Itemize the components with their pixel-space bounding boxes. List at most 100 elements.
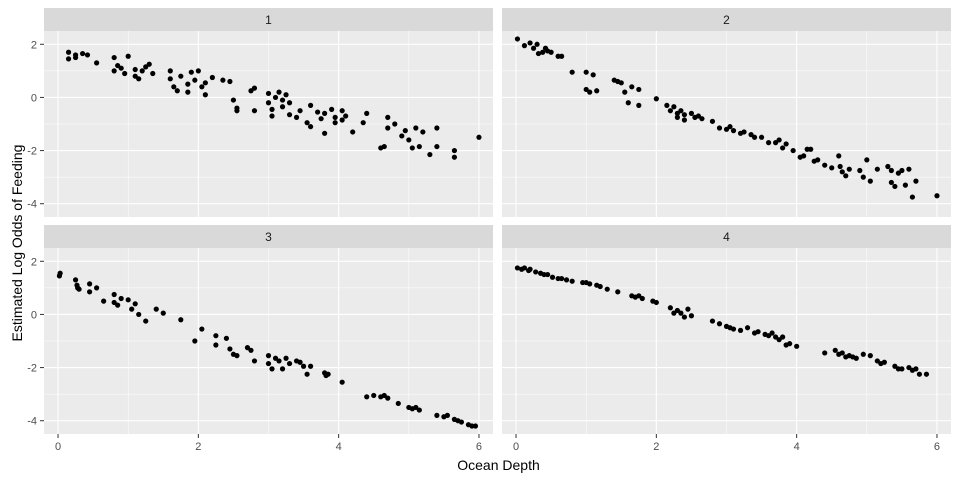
- data-point: [667, 108, 673, 114]
- data-point: [111, 291, 117, 298]
- data-point: [227, 78, 233, 85]
- x-tick-label: 2: [653, 441, 659, 453]
- data-point: [160, 310, 166, 316]
- data-point: [716, 125, 723, 131]
- facet-strip-label: 4: [723, 230, 730, 244]
- data-point: [364, 110, 370, 116]
- data-point: [514, 36, 521, 42]
- data-point: [913, 366, 919, 372]
- y-tick-label: -4: [27, 199, 37, 211]
- data-point: [101, 298, 107, 304]
- data-point: [153, 306, 159, 312]
- data-point: [381, 143, 387, 150]
- data-point: [899, 366, 905, 372]
- data-point: [476, 134, 482, 140]
- data-point: [765, 140, 772, 146]
- data-point: [195, 68, 201, 74]
- data-point: [594, 88, 600, 94]
- data-point: [867, 353, 873, 359]
- data-point: [185, 89, 191, 95]
- data-point: [178, 317, 184, 323]
- data-point: [293, 114, 300, 120]
- data-point: [79, 50, 86, 57]
- data-point: [563, 277, 570, 283]
- y-tick-label: 2: [31, 256, 37, 268]
- data-point: [934, 193, 940, 199]
- data-point: [755, 329, 761, 335]
- data-point: [395, 400, 401, 407]
- data-point: [385, 125, 391, 131]
- data-point: [787, 341, 793, 347]
- data-point: [758, 134, 765, 140]
- x-tick-label: 6: [476, 441, 482, 453]
- data-point: [916, 371, 923, 377]
- data-point: [829, 165, 835, 171]
- data-point: [913, 178, 919, 184]
- data-point: [597, 283, 603, 290]
- data-point: [339, 117, 345, 123]
- data-point: [888, 167, 894, 174]
- facet-strip: [502, 8, 951, 31]
- data-point: [265, 90, 272, 97]
- x-tick-label: 0: [55, 441, 61, 453]
- data-point: [318, 116, 324, 122]
- data-point: [681, 112, 688, 118]
- data-point: [434, 143, 440, 150]
- data-point: [427, 151, 433, 158]
- data-point: [343, 113, 349, 119]
- data-point: [678, 108, 684, 114]
- data-point: [615, 289, 621, 295]
- data-point: [118, 65, 124, 71]
- data-point: [286, 360, 293, 367]
- data-point: [857, 167, 863, 174]
- data-point: [434, 125, 440, 131]
- data-point: [171, 84, 177, 90]
- data-point: [899, 167, 905, 174]
- data-point: [339, 108, 345, 114]
- data-point: [265, 100, 272, 106]
- data-point: [371, 392, 377, 399]
- data-point: [322, 130, 328, 136]
- data-point: [350, 129, 356, 135]
- data-point: [115, 302, 121, 308]
- data-point: [653, 96, 659, 102]
- data-point: [590, 72, 596, 78]
- data-point: [527, 40, 533, 46]
- data-point: [209, 74, 215, 81]
- x-tick-label: 4: [794, 441, 800, 453]
- data-point: [730, 128, 737, 134]
- data-point: [199, 84, 205, 90]
- data-point: [434, 412, 440, 418]
- data-point: [392, 121, 398, 127]
- data-point: [409, 145, 415, 151]
- data-point: [223, 335, 230, 341]
- data-point: [534, 41, 540, 47]
- data-point: [248, 347, 254, 353]
- data-point: [167, 76, 173, 82]
- data-point: [329, 106, 335, 112]
- data-point: [300, 363, 307, 369]
- data-point: [885, 163, 891, 170]
- y-tick-label: 0: [31, 92, 37, 104]
- data-point: [94, 60, 100, 66]
- data-point: [269, 366, 275, 372]
- data-point: [322, 110, 328, 116]
- data-point: [279, 366, 286, 372]
- data-point: [549, 274, 556, 280]
- data-point: [906, 166, 912, 172]
- data-point: [837, 163, 843, 170]
- data-point: [265, 360, 272, 367]
- data-point: [776, 137, 782, 143]
- data-point: [325, 371, 331, 377]
- data-point: [132, 301, 138, 307]
- data-point: [192, 77, 198, 83]
- data-point: [202, 92, 208, 98]
- data-point: [360, 120, 366, 126]
- data-point: [709, 118, 716, 124]
- data-point: [458, 419, 465, 425]
- data-point: [741, 129, 747, 135]
- data-point: [853, 355, 859, 361]
- facet-strip: [44, 225, 493, 248]
- data-point: [192, 338, 198, 344]
- data-point: [639, 295, 645, 302]
